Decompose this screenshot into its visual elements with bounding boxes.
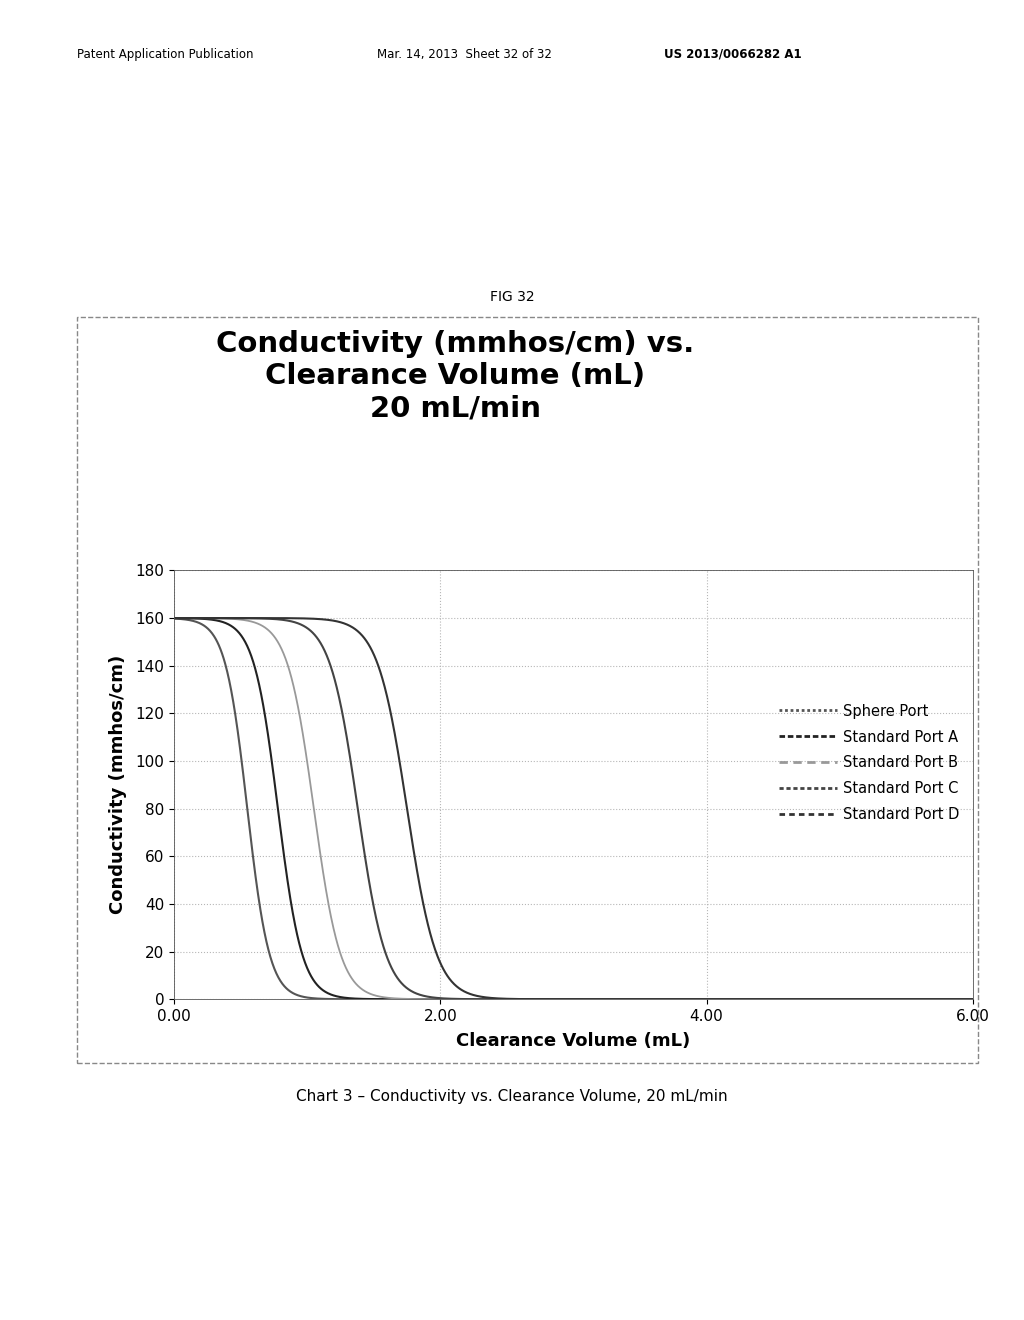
Text: Patent Application Publication: Patent Application Publication [77,48,253,61]
Text: Mar. 14, 2013  Sheet 32 of 32: Mar. 14, 2013 Sheet 32 of 32 [377,48,552,61]
Legend: Sphere Port, Standard Port A, Standard Port B, Standard Port C, Standard Port D: Sphere Port, Standard Port A, Standard P… [773,698,966,828]
Text: Conductivity (mmhos/cm) vs.
Clearance Volume (mL)
20 mL/min: Conductivity (mmhos/cm) vs. Clearance Vo… [216,330,694,422]
Y-axis label: Conductivity (mmhos/cm): Conductivity (mmhos/cm) [109,655,127,915]
Text: FIG 32: FIG 32 [489,289,535,304]
X-axis label: Clearance Volume (mL): Clearance Volume (mL) [457,1032,690,1051]
Text: US 2013/0066282 A1: US 2013/0066282 A1 [664,48,801,61]
Text: Chart 3 – Conductivity vs. Clearance Volume, 20 mL/min: Chart 3 – Conductivity vs. Clearance Vol… [296,1089,728,1104]
